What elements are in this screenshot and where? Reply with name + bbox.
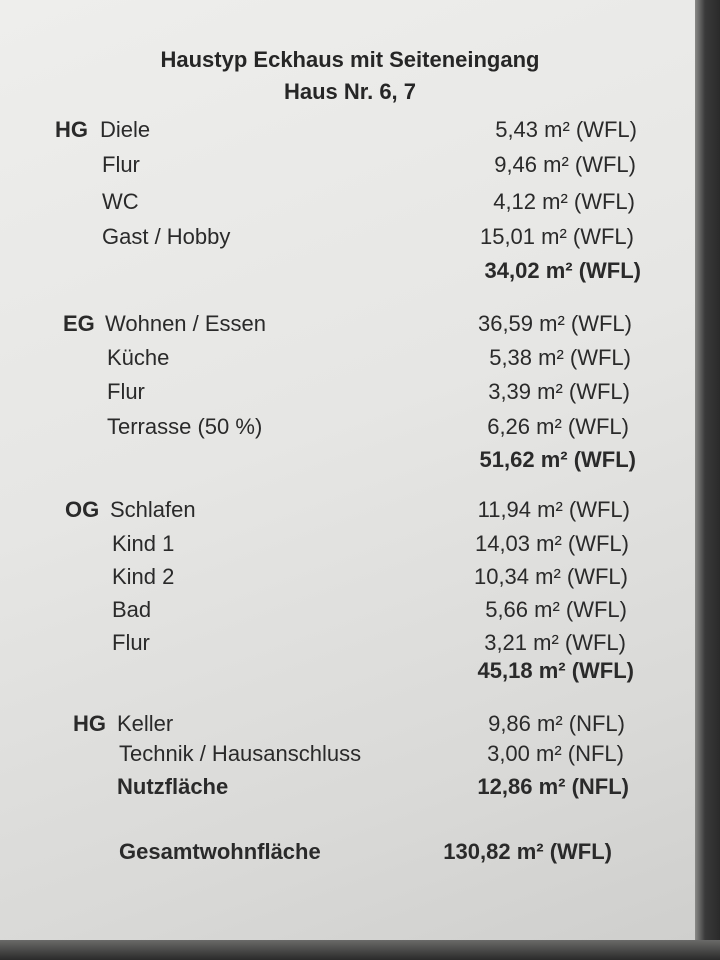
document-page: Haustyp Eckhaus mit Seiteneingang Haus N… (0, 0, 695, 940)
floor-label: HG (55, 117, 88, 142)
room-name: Bad (112, 597, 152, 622)
table-row: Kind 2 10,34 m² (WFL) (0, 564, 700, 594)
document-subtitle: Haus Nr. 6, 7 (283, 79, 417, 104)
room-area: 3,21 m² (WFL) (484, 630, 626, 655)
table-row: OG Schlafen 11,94 m² (WFL) (0, 497, 700, 527)
paper-bottom-edge (0, 940, 720, 960)
room-name: Schlafen (110, 497, 196, 522)
room-area: 9,86 m² (NFL) (488, 711, 625, 736)
room-area: 4,12 m² (WFL) (493, 189, 635, 214)
room-area: 5,38 m² (WFL) (489, 345, 631, 370)
table-row: EG Wohnen / Essen 36,59 m² (WFL) (0, 311, 700, 341)
room-area: 5,66 m² (WFL) (485, 597, 627, 622)
room-name: Flur (102, 152, 140, 177)
room-name: Flur (107, 379, 145, 404)
room-name: Flur (112, 630, 150, 655)
table-row: Küche 5,38 m² (WFL) (0, 345, 700, 375)
subtotal-label: Nutzfläche (117, 774, 229, 799)
room-area: 5,43 m² (WFL) (495, 117, 637, 142)
subtotal-row: Nutzfläche 12,86 m² (NFL) (0, 774, 700, 804)
room-name: Wohnen / Essen (105, 311, 267, 336)
subtotal-value: 45,18 m² (WFL) (477, 658, 634, 683)
floor-label: EG (63, 311, 95, 336)
room-name: Diele (100, 117, 151, 142)
table-row: Flur 9,46 m² (WFL) (0, 152, 700, 182)
room-area: 9,46 m² (WFL) (494, 152, 636, 177)
room-area: 3,39 m² (WFL) (488, 379, 630, 404)
room-area: 11,94 m² (WFL) (477, 497, 630, 522)
room-name: Küche (107, 345, 170, 370)
room-name: Keller (117, 711, 174, 736)
room-name: Gast / Hobby (102, 224, 231, 249)
table-row: Bad 5,66 m² (WFL) (0, 597, 700, 627)
room-name: WC (102, 189, 139, 214)
subtotal-row: 45,18 m² (WFL) (0, 658, 700, 688)
subtotal-value: 51,62 m² (WFL) (479, 447, 636, 472)
grand-total-value: 130,82 m² (WFL) (443, 839, 612, 864)
subtotal-row: 51,62 m² (WFL) (0, 447, 700, 477)
table-row: HG Keller 9,86 m² (NFL) (0, 711, 700, 741)
room-name: Terrasse (50 %) (107, 414, 263, 439)
floor-label: OG (65, 497, 100, 522)
room-area: 14,03 m² (WFL) (474, 531, 629, 556)
floor-label: HG (73, 711, 106, 736)
grand-total-row: Gesamtwohnfläche 130,82 m² (WFL) (0, 839, 700, 869)
room-area: 3,00 m² (NFL) (487, 741, 624, 766)
table-row: WC 4,12 m² (WFL) (0, 189, 700, 219)
table-row: Terrasse (50 %) 6,26 m² (WFL) (0, 414, 700, 444)
table-row: Flur 3,21 m² (WFL) (0, 630, 700, 660)
subtotal-value: 12,86 m² (NFL) (477, 774, 629, 799)
table-row: Kind 1 14,03 m² (WFL) (0, 531, 700, 561)
room-area: 15,01 m² (WFL) (479, 224, 634, 249)
subtotal-row: 34,02 m² (WFL) (0, 258, 700, 288)
table-row: Technik / Hausanschluss 3,00 m² (NFL) (0, 741, 700, 771)
room-name: Kind 2 (112, 564, 175, 589)
document-title: Haustyp Eckhaus mit Seiteneingang (160, 47, 540, 72)
room-area: 10,34 m² (WFL) (473, 564, 628, 589)
table-row: HG Diele 5,43 m² (WFL) (0, 117, 700, 147)
table-row: Flur 3,39 m² (WFL) (0, 379, 700, 409)
table-row: Gast / Hobby 15,01 m² (WFL) (0, 224, 700, 254)
room-area: 36,59 m² (WFL) (477, 311, 632, 336)
room-area: 6,26 m² (WFL) (487, 414, 629, 439)
paper-edge (695, 0, 720, 960)
grand-total-label: Gesamtwohnfläche (119, 839, 321, 864)
subtotal-value: 34,02 m² (WFL) (484, 258, 641, 283)
room-name: Kind 1 (112, 531, 175, 556)
room-name: Technik / Hausanschluss (119, 741, 362, 766)
